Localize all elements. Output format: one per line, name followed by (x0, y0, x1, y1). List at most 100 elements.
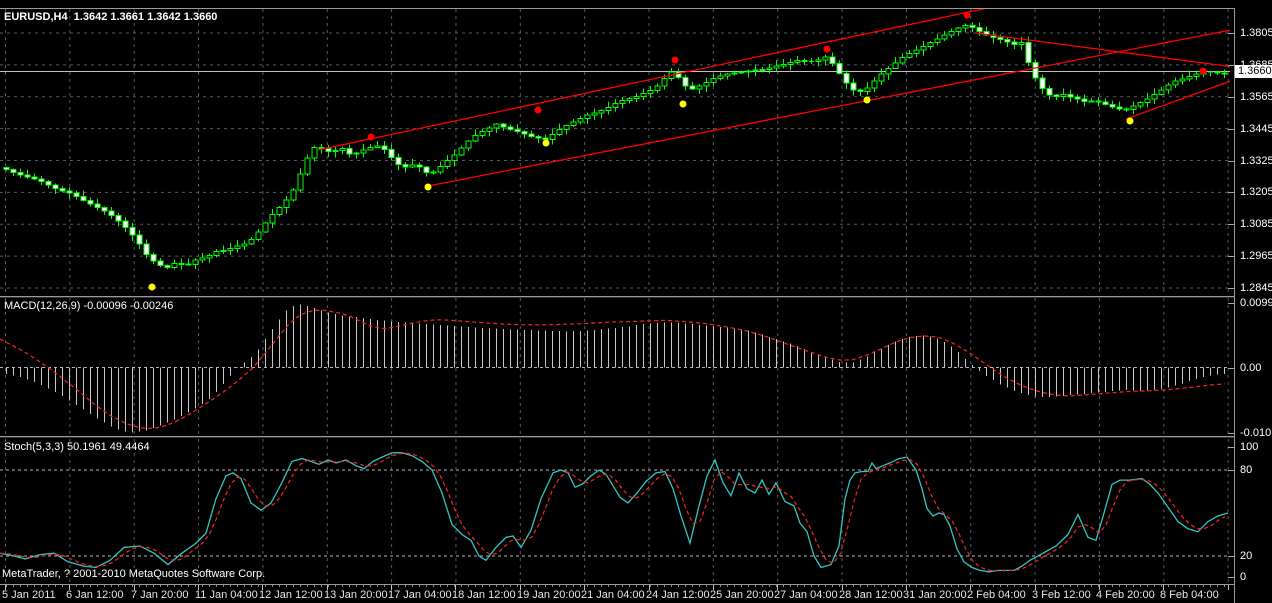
time-minor-tick (377, 585, 378, 587)
macd-histogram (6, 304, 1225, 433)
axis-tick (1228, 470, 1234, 471)
time-minor-tick (1126, 585, 1127, 587)
time-minor-tick (1063, 585, 1064, 587)
time-minor-tick (741, 585, 742, 587)
time-minor-tick (27, 585, 28, 587)
time-grid-tick (520, 585, 521, 590)
time-minor-tick (762, 585, 763, 587)
time-minor-tick (776, 585, 777, 587)
time-minor-tick (349, 585, 350, 587)
time-minor-tick (482, 585, 483, 587)
time-minor-tick (167, 585, 168, 587)
time-label: 31 Jan 20:00 (903, 589, 967, 601)
stoch-canvas (0, 439, 1230, 584)
time-minor-tick (1049, 585, 1050, 587)
axis-tick (1228, 556, 1234, 557)
buy-signal-dot (679, 100, 687, 108)
time-minor-tick (979, 585, 980, 587)
stoch-panel[interactable]: Stoch(5,3,3) 50.1961 49.4464 MetaTrader,… (0, 439, 1234, 584)
time-minor-tick (1091, 585, 1092, 587)
time-minor-tick (587, 585, 588, 587)
time-grid-tick (649, 585, 650, 590)
time-minor-tick (370, 585, 371, 587)
time-minor-tick (174, 585, 175, 587)
time-minor-tick (1112, 585, 1113, 587)
time-minor-tick (1105, 585, 1106, 587)
buy-signal-dot (863, 96, 871, 104)
time-minor-tick (76, 585, 77, 587)
time-minor-tick (496, 585, 497, 587)
time-minor-tick (475, 585, 476, 587)
time-minor-tick (1154, 585, 1155, 587)
time-minor-tick (671, 585, 672, 587)
price-tick-label: 1.3565 (1240, 91, 1272, 103)
time-minor-tick (965, 585, 966, 587)
time-grid-tick (842, 585, 843, 590)
time-minor-tick (461, 585, 462, 587)
time-axis[interactable]: 5 Jan 2011 6 Jan 12:00 7 Jan 20:00 11 Jan 0… (0, 584, 1272, 603)
time-grid-tick (1228, 585, 1229, 590)
time-label: 25 Jan 20:00 (710, 589, 774, 601)
time-minor-tick (1056, 585, 1057, 587)
time-minor-tick (62, 585, 63, 587)
time-minor-tick (447, 585, 448, 587)
axis-tick (1228, 224, 1234, 225)
time-label: 18 Jan 12:00 (452, 589, 516, 601)
time-minor-tick (699, 585, 700, 587)
time-minor-tick (916, 585, 917, 587)
time-minor-tick (433, 585, 434, 587)
time-minor-tick (951, 585, 952, 587)
time-minor-tick (811, 585, 812, 587)
time-minor-tick (1028, 585, 1029, 587)
price-chart-panel[interactable]: EURUSD,H4 1.3642 1.3661 1.3642 1.3660 (0, 9, 1234, 296)
time-minor-tick (734, 585, 735, 587)
time-minor-tick (1168, 585, 1169, 587)
time-label: 19 Jan 20:00 (517, 589, 581, 601)
time-minor-tick (986, 585, 987, 587)
time-minor-tick (111, 585, 112, 587)
buy-signal-dot (148, 283, 156, 291)
macd-panel[interactable]: MACD(12,26,9) -0.00096 -0.00246 (0, 298, 1234, 436)
stoch-main-line (0, 452, 1229, 573)
time-grid-tick (777, 585, 778, 590)
axis-tick (1228, 161, 1234, 162)
time-label: 4 Feb 20:00 (1096, 589, 1155, 601)
time-minor-tick (237, 585, 238, 587)
price-axis[interactable] (1234, 8, 1272, 603)
macd-canvas (0, 298, 1230, 436)
axis-tick (1228, 433, 1234, 434)
main-canvas (0, 9, 1230, 296)
time-minor-tick (895, 585, 896, 587)
time-label: 3 Feb 12:00 (1032, 589, 1091, 601)
time-minor-tick (944, 585, 945, 587)
time-minor-tick (1042, 585, 1043, 587)
panel-divider[interactable] (0, 296, 1272, 297)
time-minor-tick (538, 585, 539, 587)
time-grid-tick (134, 585, 135, 590)
trendline (317, 9, 986, 151)
panel-divider[interactable] (0, 436, 1272, 437)
time-minor-tick (643, 585, 644, 587)
time-minor-tick (1196, 585, 1197, 587)
time-minor-tick (573, 585, 574, 587)
time-grid-tick (5, 585, 6, 590)
time-minor-tick (41, 585, 42, 587)
window-top-border (0, 8, 1272, 9)
time-minor-tick (1077, 585, 1078, 587)
stoch-tick-label: 20 (1240, 550, 1253, 562)
time-minor-tick (90, 585, 91, 587)
time-minor-tick (685, 585, 686, 587)
time-minor-tick (1161, 585, 1162, 587)
price-tick-label: 1.3445 (1240, 123, 1272, 135)
time-minor-tick (6, 585, 7, 587)
time-minor-tick (328, 585, 329, 587)
sell-signal-dot (1199, 67, 1207, 75)
time-minor-tick (195, 585, 196, 587)
time-minor-tick (300, 585, 301, 587)
price-tick-label: 1.2845 (1240, 282, 1272, 294)
time-minor-tick (1189, 585, 1190, 587)
stoch-tick-label: 80 (1240, 464, 1253, 476)
time-minor-tick (790, 585, 791, 587)
time-minor-tick (412, 585, 413, 587)
time-minor-tick (216, 585, 217, 587)
